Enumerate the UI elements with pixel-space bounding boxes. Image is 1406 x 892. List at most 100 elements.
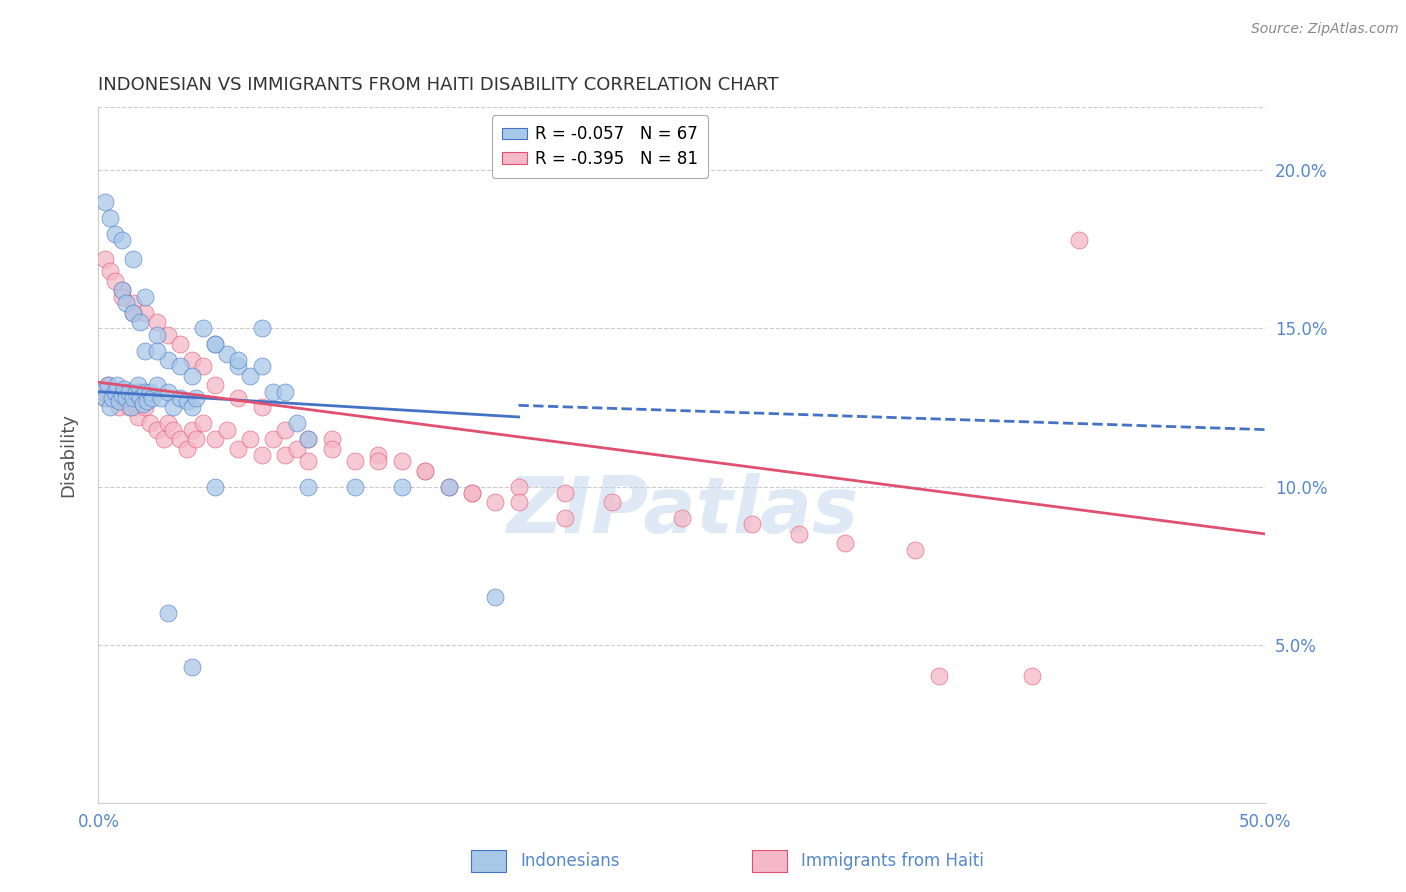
Point	[132, 391, 155, 405]
Point	[1021, 669, 1043, 683]
Point	[118, 384, 141, 399]
Point	[367, 448, 389, 462]
Point	[928, 669, 950, 683]
Point	[204, 337, 226, 351]
Point	[104, 384, 127, 399]
Point	[169, 359, 191, 374]
Point	[157, 353, 180, 368]
Point	[111, 388, 134, 402]
Point	[98, 264, 121, 278]
Point	[111, 391, 134, 405]
Point	[193, 359, 215, 374]
Point	[461, 486, 484, 500]
Point	[120, 401, 142, 415]
Point	[120, 384, 142, 399]
Point	[437, 479, 460, 493]
Point	[91, 384, 114, 399]
Point	[104, 227, 127, 241]
Point	[228, 359, 250, 374]
Point	[204, 337, 226, 351]
Point	[180, 423, 202, 437]
Point	[554, 511, 576, 525]
Point	[297, 432, 319, 446]
Point	[111, 290, 134, 304]
Point	[111, 284, 134, 298]
Point	[741, 517, 763, 532]
Text: INDONESIAN VS IMMIGRANTS FROM HAITI DISABILITY CORRELATION CHART: INDONESIAN VS IMMIGRANTS FROM HAITI DISA…	[98, 77, 779, 95]
Point	[262, 384, 284, 399]
Point	[122, 305, 145, 319]
Point	[162, 423, 184, 437]
Point	[239, 432, 262, 446]
Point	[344, 479, 367, 493]
Point	[98, 401, 121, 415]
Point	[157, 606, 180, 620]
Point	[215, 423, 238, 437]
Point	[461, 486, 484, 500]
Point	[1067, 233, 1090, 247]
Point	[146, 327, 169, 342]
Point	[157, 384, 180, 399]
Point	[344, 454, 367, 468]
Point	[134, 343, 156, 358]
Point	[150, 391, 173, 405]
Legend: R = -0.057   N = 67, R = -0.395   N = 81: R = -0.057 N = 67, R = -0.395 N = 81	[492, 115, 709, 178]
Point	[118, 401, 141, 415]
Point	[176, 394, 198, 409]
Point	[169, 391, 191, 405]
Point	[127, 378, 149, 392]
Text: ZIPatlas: ZIPatlas	[506, 473, 858, 549]
Point	[186, 391, 208, 405]
Point	[98, 384, 121, 399]
Point	[204, 432, 226, 446]
Point	[108, 394, 131, 409]
Point	[228, 353, 250, 368]
Point	[125, 401, 148, 415]
Point	[193, 321, 215, 335]
Point	[157, 327, 180, 342]
Point	[115, 296, 138, 310]
Point	[94, 391, 117, 405]
Point	[139, 417, 162, 431]
Point	[176, 442, 198, 456]
Point	[285, 442, 308, 456]
Point	[180, 353, 202, 368]
Point	[297, 479, 319, 493]
Point	[134, 290, 156, 304]
Point	[250, 321, 273, 335]
Point	[105, 391, 128, 405]
Point	[297, 432, 319, 446]
Point	[101, 391, 124, 405]
Point	[215, 347, 238, 361]
Point	[105, 378, 128, 392]
Point	[122, 252, 145, 266]
Point	[134, 401, 156, 415]
Point	[204, 479, 226, 493]
Point	[122, 305, 145, 319]
Point	[671, 511, 693, 525]
Point	[367, 454, 389, 468]
Point	[146, 343, 169, 358]
Point	[146, 423, 169, 437]
Point	[186, 432, 208, 446]
Point	[129, 315, 152, 329]
Point	[104, 384, 127, 399]
Point	[180, 401, 202, 415]
Point	[437, 479, 460, 493]
Point	[146, 378, 169, 392]
Point	[157, 417, 180, 431]
Point	[180, 660, 202, 674]
Point	[129, 384, 152, 399]
Point	[108, 401, 131, 415]
Point	[136, 394, 159, 409]
Point	[787, 527, 810, 541]
Point	[169, 337, 191, 351]
Point	[554, 486, 576, 500]
Point	[413, 464, 436, 478]
Point	[134, 384, 156, 399]
Point	[228, 442, 250, 456]
Point	[141, 391, 163, 405]
Point	[297, 454, 319, 468]
Point	[139, 384, 162, 399]
Point	[97, 378, 120, 392]
